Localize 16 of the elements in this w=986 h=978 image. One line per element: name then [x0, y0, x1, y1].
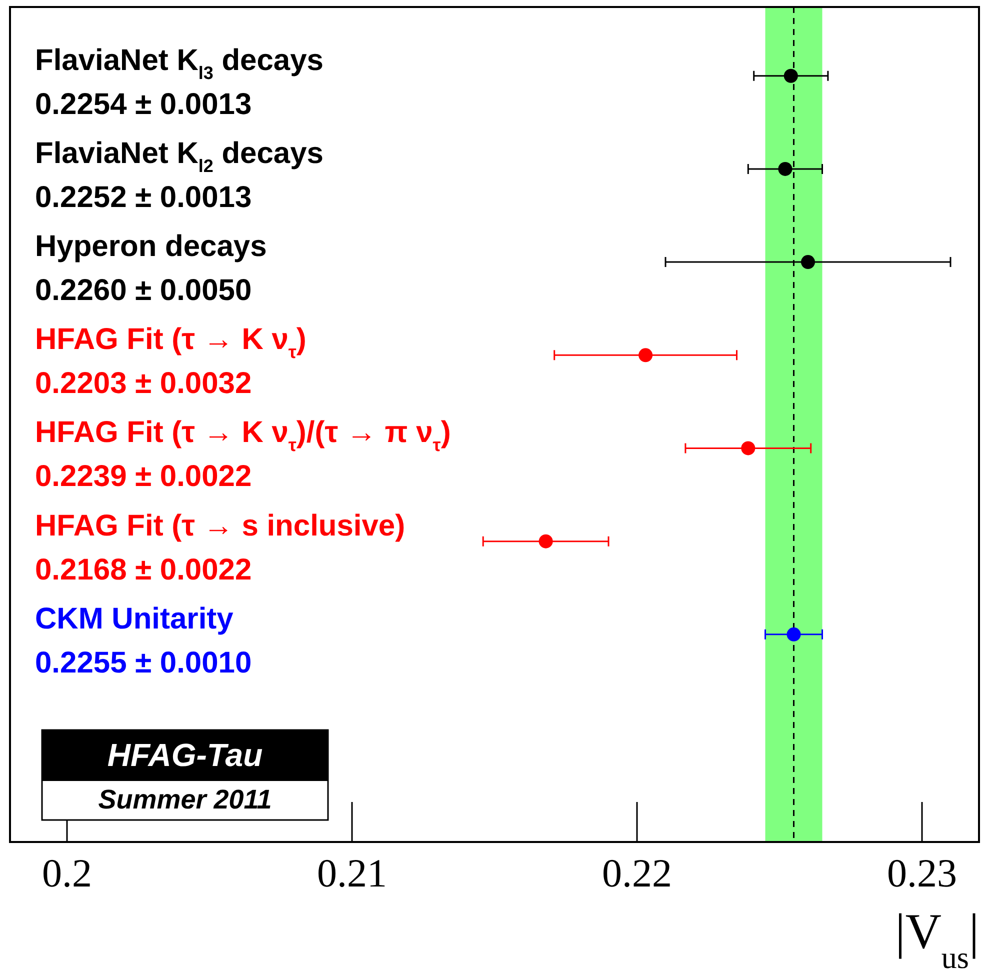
x-tick-label: 0.21 — [317, 850, 387, 896]
point — [801, 255, 815, 270]
point — [786, 627, 801, 642]
text: Summer 2011 — [98, 784, 272, 814]
point — [638, 348, 653, 362]
text: HFAG-Tau — [107, 736, 263, 773]
point — [741, 441, 756, 456]
x-tick-label: 0.2 — [42, 850, 92, 896]
x-tick-label: 0.23 — [887, 850, 957, 896]
x-tick-label: 0.22 — [602, 850, 672, 896]
point — [784, 68, 798, 83]
y-tick-label: Hyperon decays 0.2260 ± 0.0050 — [35, 230, 267, 308]
point — [538, 534, 553, 548]
y-tick-label: HFAG Fit (τ → s inclusive) 0.2168 ± 0.0022 — [35, 509, 406, 586]
y-tick-label: CKM Unitarity 0.2255 ± 0.0010 — [35, 602, 252, 680]
point — [778, 162, 792, 176]
